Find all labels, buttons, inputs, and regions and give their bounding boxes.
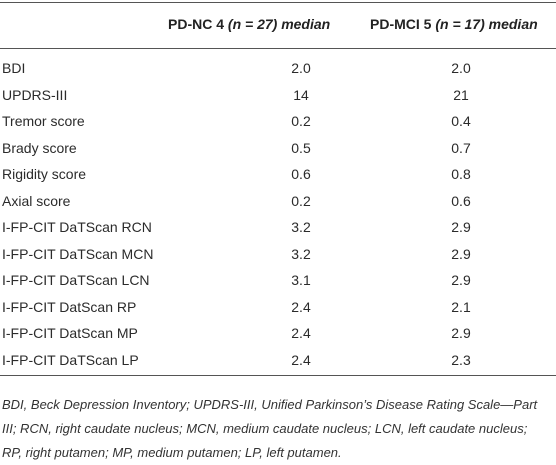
- value-cell: 14: [293, 86, 309, 103]
- row-label: I-FP-CIT DaTScan MCN: [2, 245, 154, 262]
- value-cell: 2.3: [451, 351, 471, 368]
- value-cell: 2.9: [451, 272, 471, 288]
- value-cell: 3.2: [291, 219, 311, 235]
- row-label: UPDRS-III: [2, 86, 68, 103]
- value-cell: 21: [453, 86, 469, 103]
- value-cell: 0.7: [451, 139, 471, 156]
- header-text: PD-NC 4: [168, 16, 228, 32]
- value-cell: 2.9: [451, 219, 471, 235]
- row-label: BDI: [2, 60, 26, 76]
- column-header: PD-MCI 5 (n = 17) median: [370, 16, 538, 32]
- value-cell: 0.5: [291, 139, 311, 156]
- header-text: (n = 17) median: [435, 16, 538, 32]
- value-cell: 3.2: [291, 245, 311, 262]
- value-cell: 0.6: [451, 192, 471, 209]
- value-cell: 0.8: [451, 166, 471, 182]
- value-cell: 0.6: [291, 166, 311, 182]
- row-label: I-FP-CIT DaTScan RCN: [2, 219, 152, 235]
- header-text: (n = 27) median: [227, 16, 331, 32]
- header-rule: [0, 48, 556, 49]
- value-cell: 0.2: [291, 192, 311, 209]
- top-rule: [0, 2, 556, 3]
- column-header: PD-NC 4 (n = 27) median: [168, 16, 330, 32]
- value-cell: 2.0: [451, 60, 471, 76]
- row-label: I-FP-CIT DatScan RP: [2, 298, 137, 315]
- bottom-rule: [0, 375, 556, 376]
- footnote: BDI, Beck Depression Inventory; UPDRS-II…: [2, 397, 538, 460]
- value-cell: 2.4: [291, 298, 311, 315]
- header-text: PD-MCI 5: [370, 16, 436, 32]
- row-label: Tremor score: [2, 113, 85, 129]
- row-label: I-FP-CIT DaTScan LP: [2, 351, 139, 368]
- value-cell: 0.2: [291, 113, 311, 129]
- value-cell: 0.4: [451, 113, 471, 129]
- value-cell: 2.9: [451, 325, 471, 341]
- value-cell: 2.0: [291, 60, 311, 76]
- row-label: I-FP-CIT DaTScan LCN: [2, 272, 150, 288]
- value-cell: 3.1: [291, 272, 311, 288]
- row-label: I-FP-CIT DatScan MP: [2, 325, 138, 341]
- value-cell: 2.9: [451, 245, 471, 262]
- row-label: Brady score: [2, 139, 77, 156]
- value-cell: 2.4: [291, 351, 311, 368]
- row-label: Axial score: [2, 192, 71, 209]
- value-cell: 2.4: [291, 325, 311, 341]
- row-label: Rigidity score: [2, 166, 87, 182]
- value-cell: 2.1: [451, 298, 471, 315]
